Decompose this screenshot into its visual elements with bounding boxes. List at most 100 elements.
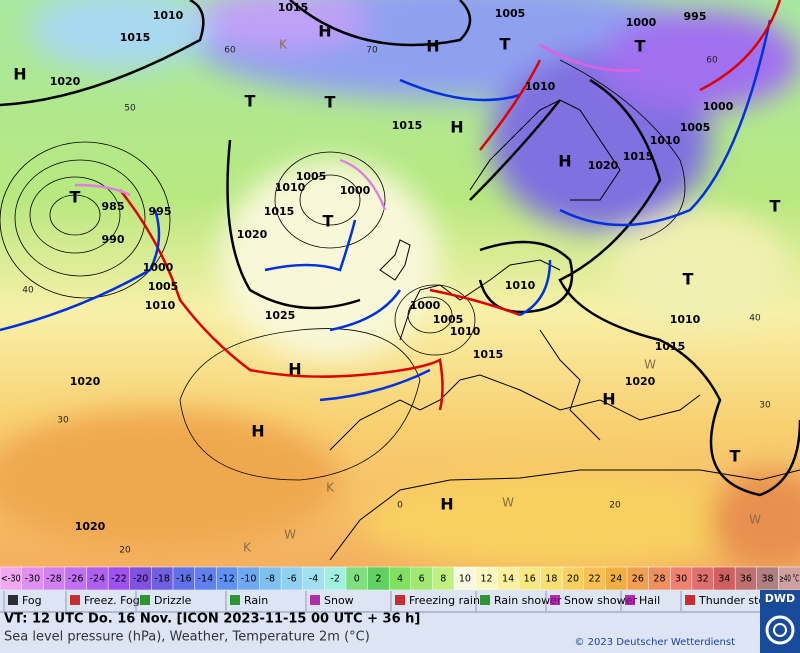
scale-label: 4 [397, 574, 403, 585]
isobar-label: 1015 [264, 205, 295, 218]
isobar-label: 1000 [340, 184, 371, 197]
scale-label: -20 [133, 574, 149, 585]
logo-swirl [765, 615, 795, 645]
legend-label: Drizzle [154, 594, 192, 607]
isobar-label: 1020 [237, 228, 268, 241]
isobar-label: 1000 [410, 299, 441, 312]
scale-label: 8 [440, 574, 446, 585]
color-scale: <-30 -30 -28 -26 -24 -22 -20 -18 -16 -14 -12 -10 -8-… [0, 566, 800, 591]
isobar-label: 990 [102, 233, 125, 246]
legend-icon [230, 595, 240, 605]
latitude-label: 30 [759, 401, 771, 411]
legend-label: Rain [244, 594, 268, 607]
latitude-label: 70 [366, 46, 378, 56]
latitude-label: 40 [22, 286, 34, 296]
scale-label: 2 [375, 574, 381, 585]
scale-label: 30 [675, 574, 687, 585]
isobar-label: 1010 [450, 325, 481, 338]
scale-label: ≥40 °C [779, 574, 799, 585]
isobar-label: 1010 [145, 299, 176, 312]
pressure-center: T [70, 188, 81, 207]
map-mark: K [243, 541, 252, 555]
pressure-center: H [558, 152, 571, 171]
latitude-label: 50 [124, 104, 136, 114]
isobar-label: 1010 [650, 134, 681, 147]
pressure-center: H [440, 495, 453, 514]
isobar-label: 1015 [623, 150, 654, 163]
scale-label: 24 [610, 574, 622, 585]
isobar-label: 1005 [148, 280, 179, 293]
isobar-label: 1015 [655, 340, 686, 353]
isobar-label: 995 [684, 10, 707, 23]
weather-legend: Fog Freez. Fog Drizzle Rain Snow Freezing rai… [3, 591, 780, 611]
scale-label: -30 [25, 574, 41, 585]
scale-label: -22 [111, 574, 127, 585]
scale-label: 14 [502, 574, 514, 585]
pressure-center: H [288, 360, 301, 379]
map-mark: W [502, 496, 514, 510]
isobar-label: 1020 [625, 375, 656, 388]
scale-label: -28 [46, 574, 62, 585]
isobar-label: 1015 [473, 348, 504, 361]
map-mark: K [326, 481, 335, 495]
scale-label: -4 [309, 574, 318, 585]
legend-label: Thunder storm [698, 594, 780, 607]
latitude-label: 20 [609, 501, 621, 511]
scale-label: 10 [459, 574, 471, 585]
legend-icon [625, 595, 635, 605]
isobar-label: 1015 [120, 31, 151, 44]
fronts [0, 0, 782, 411]
pressure-center: T [500, 35, 511, 54]
scale-label: -10 [241, 574, 257, 585]
scale-label: 22 [589, 574, 601, 585]
legend-label: Freezing rain [409, 594, 480, 607]
copyright: © 2023 Deutscher Wetterdienst [574, 637, 735, 648]
scale-label: 26 [632, 574, 644, 585]
isobar-label: 1000 [143, 261, 174, 274]
scale-label: -14 [198, 574, 214, 585]
latitude-label: 0 [397, 501, 403, 511]
map-mark: W [284, 528, 296, 542]
isobar-label: 1015 [278, 1, 309, 14]
isobar-label: 1000 [626, 16, 657, 29]
scale-label: 32 [697, 574, 709, 585]
temperature-field [0, 0, 800, 570]
isobars-thin [0, 59, 686, 481]
legend-icon [140, 595, 150, 605]
isobars-thick [0, 0, 800, 497]
pressure-center: T [325, 93, 336, 112]
latitude-label: 40 [749, 314, 761, 324]
isobar-label: 1010 [505, 279, 536, 292]
legend-icon [8, 595, 18, 605]
isobar-label: 1020 [75, 520, 106, 533]
legend-icon [70, 595, 80, 605]
legend-icon [310, 595, 320, 605]
scale-label: 0 [354, 574, 360, 585]
pressure-center: T [635, 37, 646, 56]
pressure-center: H [318, 22, 331, 41]
scale-label: -12 [219, 574, 235, 585]
pressure-center: T [683, 270, 694, 289]
latitude-label: 60 [706, 56, 718, 66]
scale-label: -24 [90, 574, 106, 585]
map-mark: K [279, 38, 288, 52]
scale-label: -6 [287, 574, 296, 585]
scale-label: -18 [154, 574, 170, 585]
scale-label: 28 [653, 574, 665, 585]
scale-label: <-30 [1, 574, 21, 585]
pressure-center: T [730, 447, 741, 466]
scale-label: 38 [762, 574, 774, 585]
logo-swirl [773, 623, 787, 637]
logo: DWD [765, 592, 795, 605]
isobar-label: 1010 [275, 181, 306, 194]
isobar-label: 1005 [296, 170, 327, 183]
pressure-center: H [602, 390, 615, 409]
scale-label: -16 [176, 574, 192, 585]
pressure-center: H [426, 37, 439, 56]
isobar-label: 1005 [495, 7, 526, 20]
scale-label: 12 [480, 574, 492, 585]
pressure-center: H [13, 65, 26, 84]
legend-icon [550, 595, 560, 605]
legend-icon [685, 595, 695, 605]
